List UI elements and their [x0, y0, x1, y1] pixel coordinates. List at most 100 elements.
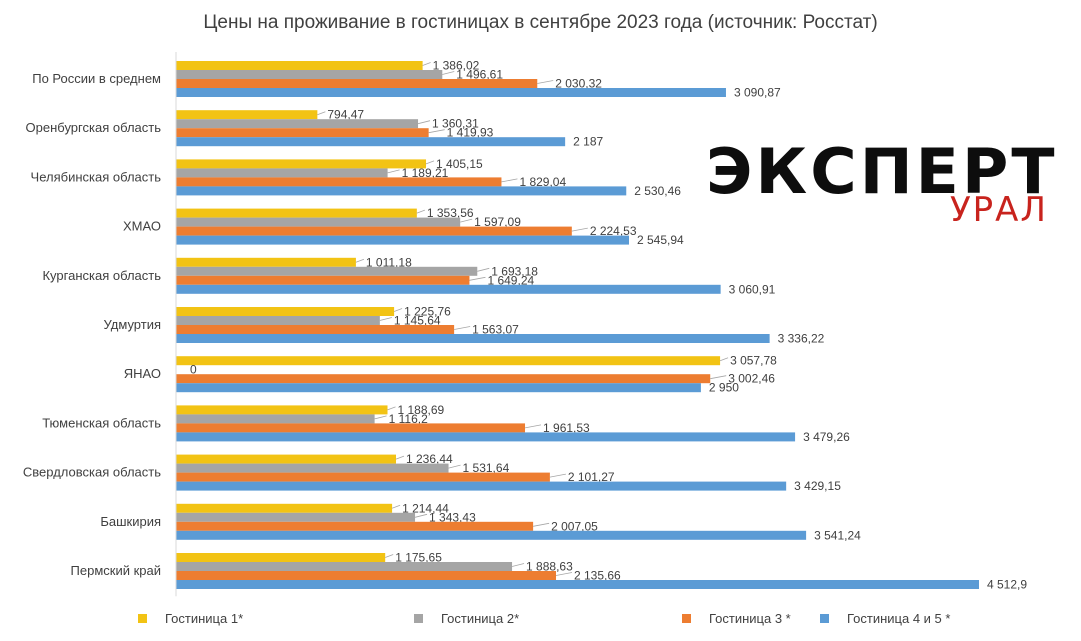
leader-line-гостиница-3-0: [537, 80, 554, 84]
bar-гостиница-1-5: [176, 307, 395, 316]
value-label-гостиница-1-1: 794,47: [327, 108, 364, 122]
value-label-гостиница-1-7: 1 188,69: [398, 403, 445, 417]
value-label-гостиница-4-и-5-8: 3 429,15: [794, 479, 841, 493]
leader-line-гостиница-3-10: [555, 572, 573, 576]
leader-line-гостиница-3-5: [454, 326, 471, 330]
bar-гостиница-4-и-5-1: [176, 137, 566, 147]
bar-гостиница-1-10: [176, 553, 386, 562]
category-label-курганская-область: Курганская область: [42, 268, 161, 283]
value-label-гостиница-2-4: 1 693,18: [491, 264, 538, 278]
bar-гостиница-3-9: [176, 521, 534, 531]
bar-гостиница-4-и-5-9: [176, 530, 807, 540]
value-label-гостиница-3-3: 2 224,53: [590, 224, 637, 238]
bar-гостиница-3-4: [176, 275, 470, 285]
value-label-гостиница-2-8: 1 531,64: [463, 461, 510, 475]
category-label-пермский-край: Пермский край: [71, 563, 161, 578]
bar-гостиница-2-10: [176, 562, 513, 571]
legend-label-гостиница-4-и-5: Гостиница 4 и 5 *: [847, 611, 950, 626]
bar-гостиница-2-5: [176, 316, 380, 325]
value-label-гостиница-2-10: 1 888,63: [526, 560, 573, 574]
bar-гостиница-2-7: [176, 414, 375, 424]
bar-гостиница-2-8: [176, 463, 449, 473]
value-label-гостиница-4-и-5-5: 3 336,22: [778, 332, 825, 346]
value-label-гостиница-1-3: 1 353,56: [427, 206, 474, 220]
leader-line-гостиница-2-4: [477, 267, 490, 272]
legend-label-гостиница-1: Гостиница 1*: [165, 611, 243, 626]
value-label-гостиница-1-4: 1 011,18: [366, 255, 412, 269]
bar-гостиница-3-0: [176, 79, 538, 88]
value-label-гостиница-4-и-5-9: 3 541,24: [814, 528, 861, 542]
category-label-оренбургская-область: Оренбургская область: [26, 120, 162, 135]
leader-line-гостиница-1-8: [395, 455, 405, 460]
bar-гостиница-4-и-5-8: [176, 481, 787, 491]
bar-гостиница-2-2: [176, 168, 388, 178]
leader-line-гостиница-1-1: [317, 111, 326, 116]
bar-гостиница-3-10: [176, 571, 557, 580]
legend-swatch-гостиница-2: [414, 614, 423, 623]
bar-гостиница-1-6: [176, 356, 721, 366]
bar-гостиница-4-и-5-5: [176, 334, 770, 343]
bar-гостиница-3-5: [176, 325, 455, 334]
value-label-гостиница-2-6: 0: [190, 363, 197, 377]
value-label-гостиница-2-5: 1 145,64: [394, 314, 441, 328]
bar-гостиница-3-8: [176, 472, 550, 482]
leader-line-гостиница-2-8: [448, 464, 461, 469]
legend-swatch-гостиница-4-и-5: [820, 614, 829, 623]
bar-гостиница-2-3: [176, 217, 461, 227]
bar-гостиница-4-и-5-3: [176, 235, 630, 245]
bar-гостиница-2-9: [176, 512, 416, 522]
value-label-гостиница-2-9: 1 343,43: [429, 510, 476, 524]
value-label-гостиница-3-10: 2 135,66: [574, 569, 621, 583]
bar-гостиница-3-1: [176, 128, 429, 138]
leader-line-гостиница-1-6: [719, 357, 729, 362]
leader-line-гостиница-2-2: [387, 169, 400, 174]
value-label-гостиница-1-10: 1 175,65: [395, 551, 442, 565]
value-label-гостиница-1-0: 1 386,02: [433, 59, 480, 73]
bar-гостиница-2-4: [176, 266, 478, 276]
bar-гостиница-4-и-5-10: [176, 580, 979, 589]
bar-гостиница-2-0: [176, 70, 443, 79]
bar-гостиница-3-6: [176, 374, 711, 384]
leader-line-гостиница-1-4: [355, 258, 365, 263]
bar-гостиница-1-8: [176, 454, 397, 464]
leader-line-гостиница-3-4: [469, 276, 486, 281]
value-label-гостиница-3-2: 1 829,04: [519, 175, 566, 189]
value-label-гостиница-2-1: 1 360,31: [432, 117, 479, 131]
legend-swatch-гостиница-1: [138, 614, 147, 623]
value-label-гостиница-3-9: 2 007,05: [551, 519, 598, 533]
value-label-гостиница-1-5: 1 225,76: [404, 305, 451, 319]
value-label-гостиница-3-7: 1 961,53: [543, 421, 590, 435]
value-label-гостиница-3-4: 1 649,24: [487, 273, 534, 287]
value-label-гостиница-1-2: 1 405,15: [436, 157, 483, 171]
leader-line-гостиница-1-0: [422, 62, 431, 66]
value-label-гостиница-4-и-5-2: 2 530,46: [634, 184, 681, 198]
bar-гостиница-4-и-5-2: [176, 186, 627, 196]
legend-swatch-гостиница-3: [682, 614, 691, 623]
value-label-гостиница-4-и-5-4: 3 060,91: [729, 282, 776, 296]
bar-гостиница-1-3: [176, 208, 417, 218]
category-label-челябинская-область: Челябинская область: [31, 169, 162, 184]
value-label-гостиница-4-и-5-10: 4 512,9: [987, 578, 1027, 592]
value-label-гостиница-1-8: 1 236,44: [406, 452, 453, 466]
value-label-гостиница-4-и-5-7: 3 479,26: [803, 430, 850, 444]
value-label-гостиница-3-5: 1 563,07: [472, 323, 519, 337]
value-label-гостиница-3-0: 2 030,32: [555, 77, 602, 91]
leader-line-гостиница-1-9: [391, 504, 401, 509]
logo-sub-text: УРАЛ: [949, 190, 1048, 230]
leader-line-гостиница-2-10: [511, 563, 525, 567]
value-label-гостиница-2-2: 1 189,21: [402, 166, 449, 180]
leader-line-гостиница-1-5: [393, 308, 403, 312]
leader-line-гостиница-3-7: [524, 424, 542, 429]
bar-гостиница-4-и-5-0: [176, 88, 726, 97]
bar-гостиница-3-3: [176, 226, 572, 236]
leader-line-гостиница-1-7: [387, 406, 396, 411]
leader-line-гостиница-3-9: [533, 522, 550, 527]
legend-label-гостиница-2: Гостиница 2*: [441, 611, 519, 626]
leader-line-гостиница-1-3: [416, 209, 425, 214]
leader-line-гостиница-2-1: [417, 120, 431, 125]
category-label-башкирия: Башкирия: [100, 514, 161, 529]
bar-гостиница-1-7: [176, 405, 388, 415]
value-label-гостиница-2-7: 1 116,2: [389, 412, 428, 426]
value-label-гостиница-4-и-5-6: 2 950: [709, 381, 739, 395]
category-label-свердловская-область: Свердловская область: [23, 465, 161, 480]
